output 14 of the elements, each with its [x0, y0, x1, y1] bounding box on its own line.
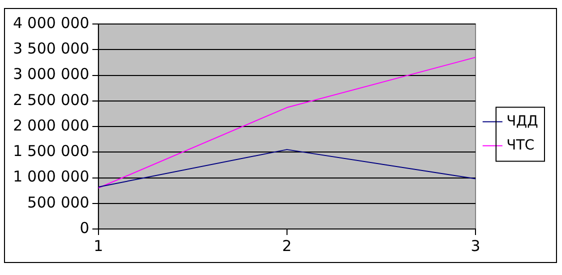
y-tick-label: 1 500 000 — [12, 142, 90, 160]
y-tick-label: 2 500 000 — [12, 90, 90, 109]
x-tick-label: 2 — [282, 236, 292, 255]
x-tick-label: 1 — [94, 236, 104, 255]
y-tick-label: 1 000 000 — [12, 168, 90, 186]
y-tick-label: 3 000 000 — [12, 65, 90, 84]
y-tick-label: 0 — [80, 218, 90, 237]
y-tick-label: 4 000 000 — [12, 14, 90, 32]
legend-label: ЧДД — [506, 113, 538, 130]
legend-label: ЧТС — [506, 137, 535, 154]
y-tick-label: 2 000 000 — [12, 116, 90, 134]
y-tick-label: 500 000 — [27, 193, 90, 212]
x-tick-label: 3 — [470, 236, 480, 255]
y-tick-label: 3 500 000 — [12, 40, 90, 58]
